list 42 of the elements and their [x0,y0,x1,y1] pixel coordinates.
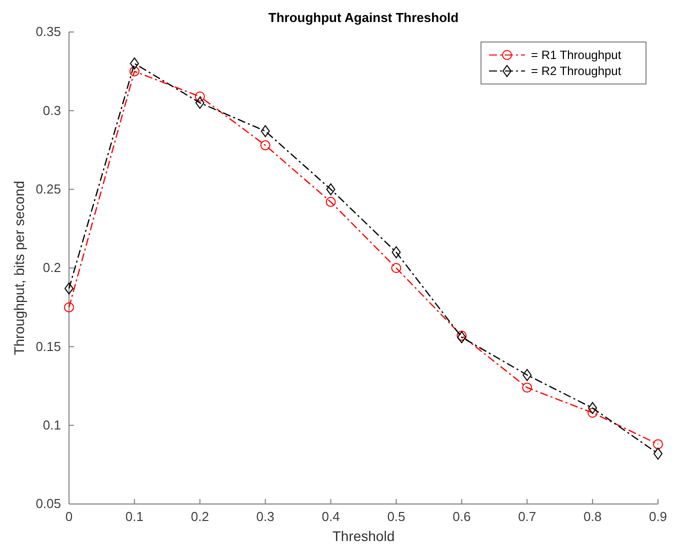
y-axis-title: Throughput, bits per second [11,180,27,356]
y-tick-label: 0.05 [36,496,61,512]
x-tick-label: 0.9 [648,509,668,524]
chart-title: Throughput Against Threshold [268,10,459,25]
y-tick-label: 0.35 [36,24,61,40]
y-tick-label: 0.15 [36,338,61,354]
y-tick-label: 0.1 [42,417,61,432]
point [456,330,467,341]
x-tick-label: 0.6 [452,509,471,524]
point [391,263,402,273]
point [326,183,336,196]
legend-label: = R1 Throughput [531,48,622,62]
point [653,439,663,450]
point [522,368,532,381]
point [457,331,466,344]
point [130,57,139,70]
x-tick-label: 0.5 [387,509,406,524]
point [326,196,336,207]
y-tick-label: 0.3 [42,102,61,118]
x-tick-label: 0.7 [518,509,536,524]
x-tick-label: 0 [65,509,73,524]
point [522,382,532,393]
point [194,92,205,102]
legend-label: = R2 Throughput [531,64,622,78]
point [64,282,74,294]
y-tick-label: 0.25 [36,181,61,196]
x-tick-label: 0.3 [256,509,274,524]
x-tick-label: 0.2 [190,509,209,524]
x-tick-label: 0.4 [322,509,340,524]
point [195,96,204,109]
point [129,66,140,76]
x-axis-title: Threshold [332,528,395,544]
y-tick-label: 0.2 [42,260,61,276]
point [588,402,598,414]
point [64,302,74,312]
point [392,246,401,258]
point [260,140,270,150]
x-tick-label: 0.8 [584,509,602,524]
point [260,125,270,138]
x-tick-label: 0.1 [125,509,144,524]
point [588,408,598,418]
point [654,448,662,460]
